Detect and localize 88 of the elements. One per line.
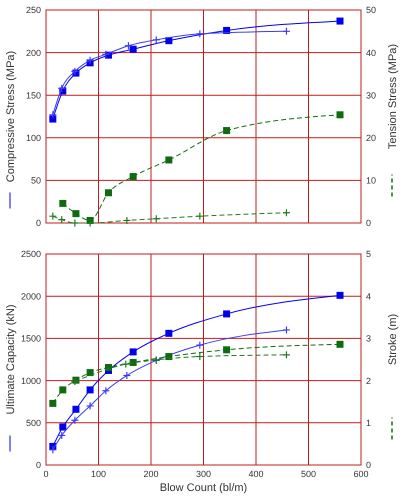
y2-tick-label: 2 <box>366 376 372 386</box>
point <box>70 416 79 424</box>
point <box>48 446 57 454</box>
point <box>130 348 137 356</box>
point <box>122 216 131 225</box>
point <box>70 67 79 76</box>
y-tick-label: 250 <box>26 5 41 16</box>
point <box>86 218 94 228</box>
point <box>86 402 94 410</box>
point <box>282 326 291 334</box>
point <box>70 218 79 228</box>
x-tick-label: 500 <box>300 469 316 479</box>
point <box>49 400 56 407</box>
point <box>282 208 291 217</box>
x-tick-label: 0 <box>43 469 49 479</box>
y-tick-label: 150 <box>26 90 41 100</box>
y2-axis-title: Tension Stress (MPa) <box>387 44 399 150</box>
y2-tick-label: 0 <box>366 460 372 470</box>
point <box>196 352 204 361</box>
y-tick-label: 0 <box>36 460 41 470</box>
point <box>165 330 172 337</box>
point <box>72 210 80 218</box>
point <box>58 431 66 440</box>
y-tick-label: 1500 <box>20 334 41 344</box>
point <box>124 42 133 50</box>
x-tick-label: 300 <box>196 469 212 479</box>
point <box>59 386 66 394</box>
point <box>223 346 230 354</box>
point <box>104 189 112 196</box>
y-axis-title: Ultimate Capacity (kN) <box>5 304 17 415</box>
y2-tick-label: 0 <box>366 218 372 228</box>
point <box>122 360 130 368</box>
y-tick-label: 0 <box>36 218 41 228</box>
point <box>152 214 160 223</box>
y-tick-label: 500 <box>26 418 41 428</box>
y2-tick-label: 10 <box>366 176 376 186</box>
point <box>122 371 131 380</box>
y2-tick-label: 30 <box>366 90 376 100</box>
y2-tick-label: 3 <box>366 334 372 344</box>
point <box>196 341 204 350</box>
point <box>336 292 344 299</box>
y-tick-label: 100 <box>26 132 41 143</box>
y-axis-title: Compressive Stress (MPa) <box>5 50 17 182</box>
y-tick-label: 1000 <box>20 376 41 386</box>
y-tick-label: 200 <box>26 48 41 58</box>
point <box>196 212 204 220</box>
point <box>165 156 172 164</box>
point <box>223 127 230 134</box>
point <box>223 310 230 318</box>
point <box>58 215 66 224</box>
point <box>130 358 137 366</box>
point <box>336 340 344 348</box>
point <box>130 173 137 180</box>
point <box>102 50 110 58</box>
y2-tick-label: 20 <box>366 132 376 143</box>
x-tick-label: 400 <box>248 469 264 479</box>
point <box>72 406 80 413</box>
y2-tick-label: 50 <box>366 5 376 16</box>
y-tick-label: 2500 <box>20 249 41 260</box>
point <box>48 110 57 119</box>
point <box>196 30 204 38</box>
y2-axis-title: Stroke (m) <box>387 314 399 366</box>
point <box>49 116 56 123</box>
point <box>59 424 66 431</box>
point <box>104 364 112 372</box>
point <box>102 386 110 395</box>
point <box>282 350 291 359</box>
y2-tick-label: 5 <box>366 249 372 260</box>
y2-tick-label: 1 <box>366 418 372 428</box>
x-tick-label: 600 <box>353 469 369 479</box>
point <box>48 212 57 220</box>
point <box>58 84 66 92</box>
point <box>282 27 291 36</box>
x-axis-title: Blow Count (bl/m) <box>160 482 248 494</box>
y-tick-label: 50 <box>30 176 41 186</box>
y2-tick-label: 4 <box>366 291 372 302</box>
point <box>130 46 137 53</box>
point <box>152 36 160 44</box>
point <box>59 200 66 207</box>
point <box>336 111 344 118</box>
point <box>336 18 344 25</box>
y2-tick-label: 40 <box>366 48 376 58</box>
y-tick-label: 2000 <box>20 291 41 302</box>
x-tick-label: 100 <box>90 469 106 479</box>
x-tick-label: 200 <box>143 469 159 479</box>
point <box>86 369 94 376</box>
point <box>86 386 94 394</box>
point <box>86 56 94 64</box>
